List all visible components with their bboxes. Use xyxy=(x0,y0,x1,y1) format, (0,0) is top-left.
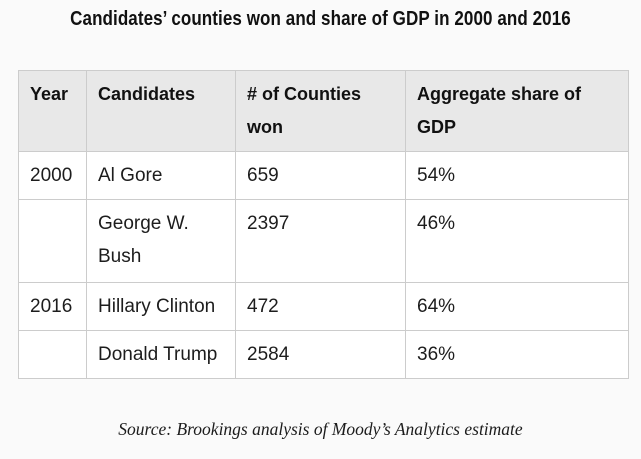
cell-counties-won: 2584 xyxy=(235,330,406,379)
header-cell-counties-won: # of Counties won xyxy=(235,70,406,152)
cell-candidate: Donald Trump xyxy=(86,330,236,379)
figure-title: Candidates’ counties won and share of GD… xyxy=(70,8,571,30)
counties-gdp-table: Year Candidates # of Counties won Aggreg… xyxy=(18,70,629,379)
cell-gdp-share: 54% xyxy=(405,151,629,200)
figure-page: Candidates’ counties won and share of GD… xyxy=(0,8,641,459)
header-cell-candidates: Candidates xyxy=(86,70,236,152)
table-row-bush: George W. Bush 2397 46% xyxy=(18,199,629,283)
source-note: Source: Brookings analysis of Moody’s An… xyxy=(118,419,523,439)
cell-candidate: Hillary Clinton xyxy=(86,282,236,331)
cell-gdp-share: 36% xyxy=(405,330,629,379)
cell-year xyxy=(18,199,87,283)
cell-counties-won: 659 xyxy=(235,151,406,200)
cell-candidate: George W. Bush xyxy=(86,199,236,283)
cell-candidate: Al Gore xyxy=(86,151,236,200)
cell-gdp-share: 46% xyxy=(405,199,629,283)
table-row-trump: Donald Trump 2584 36% xyxy=(18,330,629,379)
cell-year: 2016 xyxy=(18,282,87,331)
cell-counties-won: 2397 xyxy=(235,199,406,283)
cell-year xyxy=(18,330,87,379)
figure-title-row: Candidates’ counties won and share of GD… xyxy=(0,8,641,32)
header-cell-gdp-share: Aggregate share of GDP xyxy=(405,70,629,152)
cell-gdp-share: 64% xyxy=(405,282,629,331)
cell-year: 2000 xyxy=(18,151,87,200)
table-header-row: Year Candidates # of Counties won Aggreg… xyxy=(18,70,629,152)
cell-counties-won: 472 xyxy=(235,282,406,331)
table-row-gore: 2000 Al Gore 659 54% xyxy=(18,151,629,200)
header-cell-year: Year xyxy=(18,70,87,152)
table-row-clinton: 2016 Hillary Clinton 472 64% xyxy=(18,282,629,331)
